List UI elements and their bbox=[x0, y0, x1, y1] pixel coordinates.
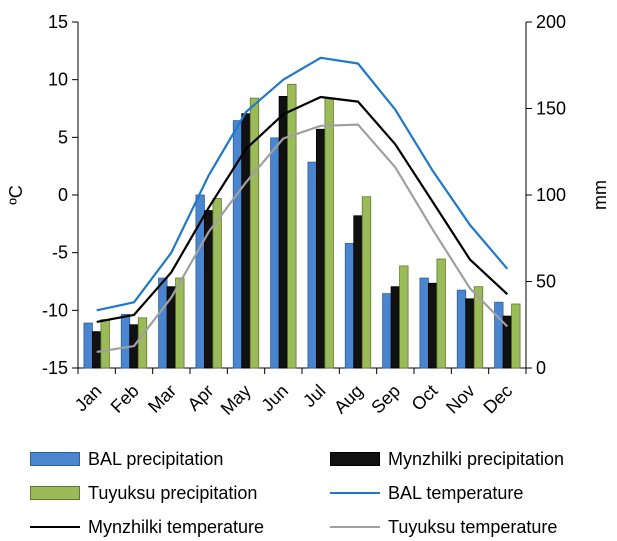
legend-label: Mynzhilki temperature bbox=[88, 516, 265, 537]
bar bbox=[419, 277, 429, 369]
y-left-tick-label: -15 bbox=[42, 358, 68, 378]
bar bbox=[83, 322, 93, 369]
bar bbox=[390, 286, 400, 369]
bar bbox=[399, 265, 409, 369]
x-tick-label: Nov bbox=[442, 381, 479, 418]
y-axis-right-title-text: mm bbox=[590, 180, 610, 210]
bar bbox=[92, 331, 102, 369]
x-tick-label: Aug bbox=[330, 381, 367, 418]
y-left-tick-label: 10 bbox=[48, 70, 68, 90]
bar bbox=[473, 286, 484, 369]
y-right-tick-label: 0 bbox=[536, 358, 546, 378]
legend-item-tuyuksu-temp: Tuyuksu temperature bbox=[330, 516, 557, 538]
bar bbox=[212, 198, 222, 369]
legend-item-mynzhilki-temp: Mynzhilki temperature bbox=[30, 516, 264, 538]
bar bbox=[249, 97, 260, 369]
legend-item-bal-temp: BAL temperature bbox=[330, 482, 523, 504]
bar bbox=[287, 83, 297, 369]
bar bbox=[428, 282, 438, 369]
y-right-tick-label: 150 bbox=[536, 99, 566, 119]
x-tick-label: Mar bbox=[144, 381, 180, 417]
bar bbox=[361, 196, 372, 369]
legend-swatch-tuyuksu-temp bbox=[330, 526, 380, 528]
x-tick-label: Jan bbox=[71, 381, 106, 416]
legend-item-mynzhilki-precip: Mynzhilki precipitation bbox=[330, 448, 564, 470]
x-tick-label: May bbox=[217, 381, 255, 419]
bar bbox=[316, 128, 326, 369]
bar bbox=[344, 243, 355, 369]
legend-swatch-tuyuksu-precip bbox=[30, 486, 80, 500]
y-left-tick-label: -10 bbox=[42, 300, 68, 320]
legend-swatch-bal-temp bbox=[330, 492, 380, 494]
series-line bbox=[96, 123, 509, 353]
series-line bbox=[96, 95, 509, 323]
y-right-tick-label: 100 bbox=[536, 185, 566, 205]
x-tick-label: Jun bbox=[257, 381, 292, 416]
y-axis-left-title: ºC bbox=[6, 185, 26, 205]
legend: BAL precipitation Mynzhilki precipitatio… bbox=[0, 440, 617, 541]
bar bbox=[307, 161, 317, 369]
y-right-tick-label: 200 bbox=[536, 12, 566, 32]
legend-swatch-bal-precip bbox=[30, 452, 80, 466]
legend-swatch-mynzhilki-temp bbox=[30, 526, 80, 528]
legend-swatch-mynzhilki-precip bbox=[330, 452, 380, 466]
y-axis-left-title-text: ºC bbox=[6, 185, 26, 205]
bar bbox=[324, 97, 334, 369]
bar bbox=[270, 137, 280, 369]
y-right-tick-label: 50 bbox=[536, 272, 556, 292]
bar bbox=[158, 277, 168, 369]
x-tick-label: Oct bbox=[408, 381, 442, 415]
bar bbox=[204, 210, 214, 369]
bar bbox=[465, 298, 475, 369]
y-left-tick-label: 15 bbox=[48, 12, 68, 32]
x-tick-label: Apr bbox=[184, 381, 218, 415]
y-axis-right-title: mm bbox=[590, 180, 610, 210]
bar bbox=[382, 293, 392, 369]
x-tick-label: Dec bbox=[479, 381, 516, 418]
bar bbox=[436, 258, 446, 369]
bar bbox=[494, 301, 504, 369]
x-tick-label: Jul bbox=[299, 381, 329, 411]
x-tick-label: Feb bbox=[107, 381, 143, 417]
legend-label: BAL precipitation bbox=[88, 448, 224, 469]
bars-group bbox=[83, 83, 521, 369]
bar bbox=[175, 277, 185, 369]
legend-label: Tuyuksu temperature bbox=[388, 516, 558, 537]
legend-label: Mynzhilki precipitation bbox=[388, 448, 565, 469]
lines-group bbox=[96, 56, 509, 353]
y-left-tick-label: 0 bbox=[58, 185, 68, 205]
bar bbox=[120, 313, 131, 369]
bar bbox=[511, 303, 521, 369]
x-tick-label: Sep bbox=[367, 381, 404, 418]
series-line bbox=[96, 56, 509, 312]
legend-label: BAL temperature bbox=[388, 482, 524, 503]
bar bbox=[100, 319, 110, 369]
bar bbox=[456, 289, 467, 369]
bar bbox=[137, 317, 148, 369]
legend-item-tuyuksu-precip: Tuyuksu precipitation bbox=[30, 482, 257, 504]
legend-item-bal-precip: BAL precipitation bbox=[30, 448, 223, 470]
legend-label: Tuyuksu precipitation bbox=[88, 482, 258, 503]
y-left-tick-label: 5 bbox=[58, 127, 68, 147]
y-left-tick-label: -5 bbox=[52, 243, 68, 263]
bar bbox=[353, 215, 363, 369]
